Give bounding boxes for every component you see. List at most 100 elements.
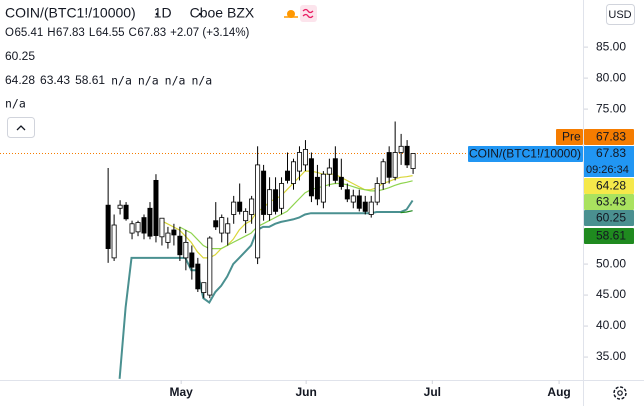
candle-body [410, 153, 416, 169]
candle-body [368, 201, 374, 215]
indicator-price-label-bg [584, 210, 634, 226]
y-tick-label: 35.00 [596, 349, 626, 363]
pre-price-label: 67.83 [596, 130, 626, 144]
ohlc-value: 67.83 [56, 27, 85, 39]
ohlc-key: L [89, 27, 96, 39]
y-tick-label: 80.00 [596, 70, 626, 84]
candle-body [123, 204, 129, 220]
indicator-price-label: 58.61 [596, 229, 626, 243]
settings-icon[interactable] [613, 386, 627, 400]
candle-body [141, 217, 147, 234]
change: +2.07 (+3.14%) [170, 27, 249, 39]
indicator-na: n/a [111, 74, 132, 88]
plot-area [0, 121, 583, 379]
candle-body [338, 176, 344, 187]
candle-body [326, 167, 332, 175]
pre-price-label-bg [584, 129, 634, 145]
indicator-line [161, 170, 413, 259]
indicator-price-label-bg [584, 228, 634, 244]
currency-button[interactable] [606, 4, 635, 25]
candle-body [153, 179, 159, 236]
candle-body [386, 152, 392, 178]
candle-body [183, 241, 189, 259]
ohlc-value: 67.83 [137, 27, 166, 39]
indicator-na: n/a [138, 74, 159, 88]
candle-body [404, 145, 410, 166]
collapse-button[interactable] [7, 117, 35, 138]
candle-body [314, 176, 320, 200]
candle-body [159, 217, 165, 238]
currency-label[interactable]: USD [608, 9, 631, 21]
session-icons [284, 5, 317, 22]
candle-body [320, 173, 326, 203]
candle-body [308, 158, 314, 197]
candle-body [332, 158, 338, 181]
y-tick-label: 85.00 [596, 39, 626, 53]
y-tick-label: 75.00 [596, 101, 626, 115]
indicator-value: 63.43 [40, 73, 70, 87]
y-tick-label: 40.00 [596, 318, 626, 332]
candle-body [111, 224, 117, 259]
candle-body [243, 210, 249, 222]
candle-body [129, 223, 135, 234]
candle-body [213, 220, 219, 228]
indicator-value: 58.61 [75, 73, 105, 87]
indicator-line [179, 180, 413, 250]
candle-body [207, 237, 213, 296]
countdown-label: 09:26:34 [586, 164, 629, 176]
candle-body [374, 183, 380, 203]
indicator-na: n/a [191, 74, 212, 88]
candle-body [350, 195, 356, 203]
last-price-bg [584, 146, 634, 177]
ohlc-value: 64.55 [96, 27, 125, 39]
candle-body [135, 222, 141, 233]
ohlc-key: O [5, 27, 14, 39]
candle-body [380, 161, 386, 184]
candle-body [362, 201, 368, 212]
indicator-line [400, 210, 413, 214]
symbol-label: COIN/(BTC1!/10000) [469, 147, 581, 161]
price-labels: Pre 67.83 COIN/(BTC1!/10000) 67.83 09:26:34 6… [468, 129, 634, 244]
candle-body [356, 195, 362, 209]
candle-body [290, 161, 296, 184]
candle-body [189, 252, 195, 268]
indicator-line [118, 199, 414, 379]
candle-body [225, 223, 231, 234]
symbol-label-bg [468, 146, 583, 162]
indicator-price-label: 63.43 [596, 195, 626, 209]
indicator-price-label: 60.25 [596, 211, 626, 225]
interval: 1D [154, 5, 172, 21]
candle-body [267, 189, 273, 215]
settings-icon[interactable] [617, 390, 623, 396]
indicator-price-label: 64.28 [596, 179, 626, 193]
candle-body [177, 235, 183, 256]
x-tick-label: May [170, 385, 194, 399]
candle-body [219, 217, 225, 234]
separator-dot [198, 12, 202, 16]
pre-label-bg [556, 129, 583, 145]
indicator-price-label-bg [584, 194, 634, 210]
candle-body [171, 229, 177, 236]
x-tick-label: Aug [547, 385, 570, 399]
last-price-label: 67.83 [596, 146, 626, 160]
candle-body [296, 152, 302, 172]
candle-body [279, 183, 285, 209]
indicator-na: n/a [5, 97, 26, 111]
exchange: Cboe BZX [190, 5, 255, 21]
candle-body [273, 189, 279, 212]
collapse-button[interactable] [7, 117, 35, 138]
separator-dot [155, 12, 159, 16]
indicator-na: n/a [165, 74, 186, 88]
ohlc-value: 65.41 [14, 27, 43, 39]
candle-body [195, 263, 201, 290]
ohlc-key: C [129, 27, 137, 39]
symbol-title: COIN/(BTC1!/10000) [5, 5, 136, 21]
y-tick-label: 45.00 [596, 287, 626, 301]
indicator-value: 64.28 [5, 73, 35, 87]
settings-icon[interactable] [613, 386, 627, 400]
candle-body [344, 189, 350, 200]
chevron-icon [16, 125, 26, 131]
